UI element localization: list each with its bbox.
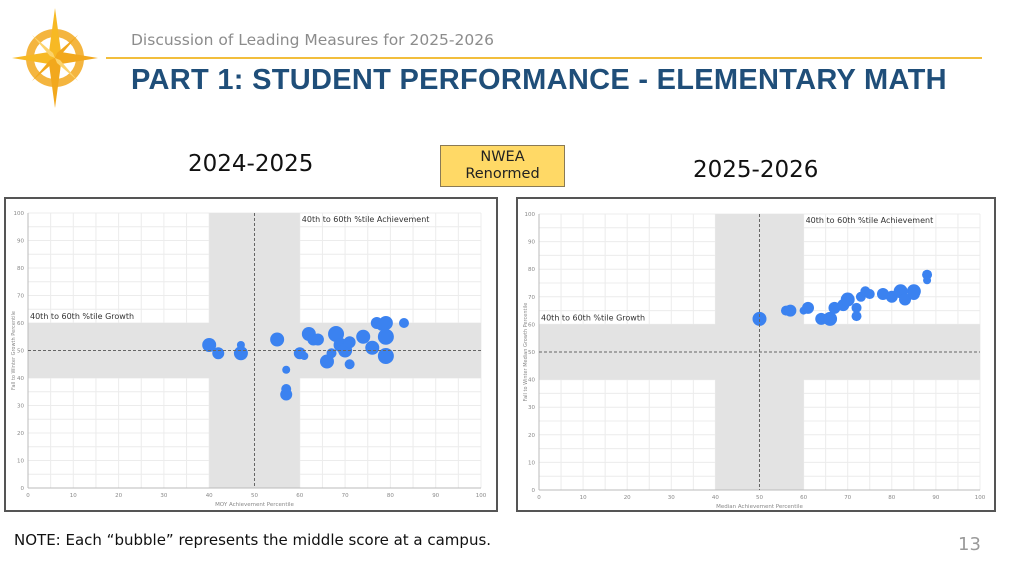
- y-tick-label: 10: [17, 459, 24, 465]
- x-tick-label: 20: [624, 495, 631, 501]
- annotation-growth-band: 40th to 60th %tile Growth: [541, 313, 645, 322]
- campus-bubble: [840, 292, 855, 307]
- campus-bubble: [377, 348, 394, 364]
- y-tick-label: 50: [17, 349, 24, 355]
- campus-bubble: [823, 311, 838, 326]
- x-tick-label: 100: [975, 495, 986, 501]
- campus-bubble: [377, 328, 394, 345]
- x-tick-label: 90: [932, 495, 939, 501]
- campus-bubble: [233, 346, 248, 361]
- x-tick-label: 80: [387, 493, 394, 499]
- y-tick-label: 100: [525, 212, 536, 218]
- x-tick-label: 30: [160, 493, 167, 499]
- x-tick-label: 30: [668, 495, 675, 501]
- bubble-chart-2025-2026: 0 10 20 30 40 50 60 70 80 90 100 0 10 20 30 40 50 60 70 80 9…: [523, 212, 986, 510]
- x-tick-label: 70: [342, 493, 349, 499]
- campus-bubble: [270, 332, 285, 347]
- campus-bubble: [356, 329, 371, 344]
- x-tick-label: 0: [26, 493, 30, 499]
- bubble-chart-2024-2025: 0 10 20 30 40 50 60 70 80 90 100 0 10 20 30 40 50 60 70 80 9…: [11, 211, 487, 508]
- x-tick-label: 0: [537, 495, 541, 501]
- x-tick-label: 10: [70, 493, 77, 499]
- x-tick-label: 80: [888, 495, 895, 501]
- y-tick-label: 40: [17, 376, 24, 382]
- chart-panel-2024-2025: 0 10 20 30 40 50 60 70 80 90 100 0 10 20 30 40 50 60 70 80 9…: [4, 197, 498, 512]
- x-tick-label: 70: [844, 495, 851, 501]
- campus-bubble: [365, 340, 380, 355]
- chart-heading-2025-2026: 2025-2026: [693, 157, 819, 183]
- campus-bubble: [212, 347, 225, 360]
- footnote: NOTE: Each “bubble” represents the middl…: [14, 531, 492, 549]
- campus-bubble: [923, 276, 932, 285]
- y-tick-label: 90: [528, 240, 535, 246]
- campus-bubble: [378, 316, 393, 330]
- campus-bubble: [907, 288, 920, 301]
- x-tick-label: 40: [712, 495, 719, 501]
- y-axis-label: Fall to Winter Median Growth Percentile: [523, 303, 529, 402]
- y-tick-label: 0: [532, 488, 536, 494]
- campus-bubble: [311, 333, 324, 346]
- campus-bubble: [326, 348, 337, 359]
- campus-bubble: [784, 304, 797, 317]
- y-tick-label: 40: [528, 378, 535, 384]
- campus-bubble: [899, 293, 912, 306]
- x-tick-label: 60: [800, 495, 807, 501]
- y-tick-label: 100: [14, 211, 25, 217]
- campus-bubble: [851, 311, 862, 322]
- campus-bubble: [343, 336, 356, 349]
- campus-bubble: [752, 311, 767, 326]
- y-tick-label: 90: [17, 239, 24, 245]
- x-axis-label: Median Achievement Percentile: [716, 504, 803, 510]
- chart-heading-2024-2025: 2024-2025: [188, 151, 314, 177]
- y-tick-label: 0: [21, 486, 25, 492]
- y-axis-label: Fall to Winter Growth Percentile: [11, 311, 17, 390]
- x-tick-label: 50: [251, 493, 258, 499]
- slide-subtitle: Discussion of Leading Measures for 2025-…: [131, 31, 494, 49]
- y-tick-label: 10: [528, 460, 535, 466]
- annotation-achievement-band: 40th to 60th %tile Achievement: [806, 216, 934, 225]
- campus-bubble: [202, 338, 217, 352]
- y-tick-label: 60: [17, 321, 24, 327]
- badge-line2: Renormed: [465, 166, 540, 182]
- x-tick-label: 90: [432, 493, 439, 499]
- x-tick-label: 10: [580, 495, 587, 501]
- header-divider: [106, 57, 982, 59]
- campus-bubble: [280, 388, 293, 401]
- x-tick-label: 40: [206, 493, 213, 499]
- campus-bubble: [802, 301, 815, 314]
- y-tick-label: 30: [528, 405, 535, 411]
- chart-panel-2025-2026: 0 10 20 30 40 50 60 70 80 90 100 0 10 20 30 40 50 60 70 80 9…: [516, 197, 996, 512]
- y-tick-label: 30: [17, 404, 24, 410]
- compass-star-logo: [12, 8, 98, 108]
- y-tick-label: 50: [528, 350, 535, 356]
- campus-bubble: [328, 326, 345, 342]
- y-tick-label: 20: [17, 431, 24, 437]
- annotation-growth-band: 40th to 60th %tile Growth: [30, 312, 134, 321]
- x-tick-label: 60: [296, 493, 303, 499]
- campus-bubble: [864, 289, 875, 300]
- badge-line1: NWEA: [480, 149, 525, 165]
- campus-bubble: [398, 318, 409, 328]
- x-tick-label: 50: [756, 495, 763, 501]
- campus-bubble: [851, 302, 862, 313]
- y-tick-label: 80: [17, 266, 24, 272]
- campus-bubble: [344, 359, 355, 370]
- y-tick-label: 80: [528, 267, 535, 273]
- page-number: 13: [958, 534, 981, 555]
- slide-title: PART 1: STUDENT PERFORMANCE - ELEMENTARY…: [131, 64, 947, 96]
- x-tick-label: 100: [476, 493, 487, 499]
- campus-bubble: [282, 365, 291, 374]
- campus-bubble: [300, 352, 309, 360]
- y-tick-label: 70: [17, 294, 24, 300]
- annotation-achievement-band: 40th to 60th %tile Achievement: [302, 215, 430, 224]
- y-tick-label: 60: [528, 322, 535, 328]
- x-axis-label: MOY Achievement Percentile: [215, 502, 294, 508]
- y-tick-label: 70: [528, 295, 535, 301]
- nwea-renormed-badge: NWEA Renormed: [440, 145, 565, 187]
- y-tick-label: 20: [528, 433, 535, 439]
- x-tick-label: 20: [115, 493, 122, 499]
